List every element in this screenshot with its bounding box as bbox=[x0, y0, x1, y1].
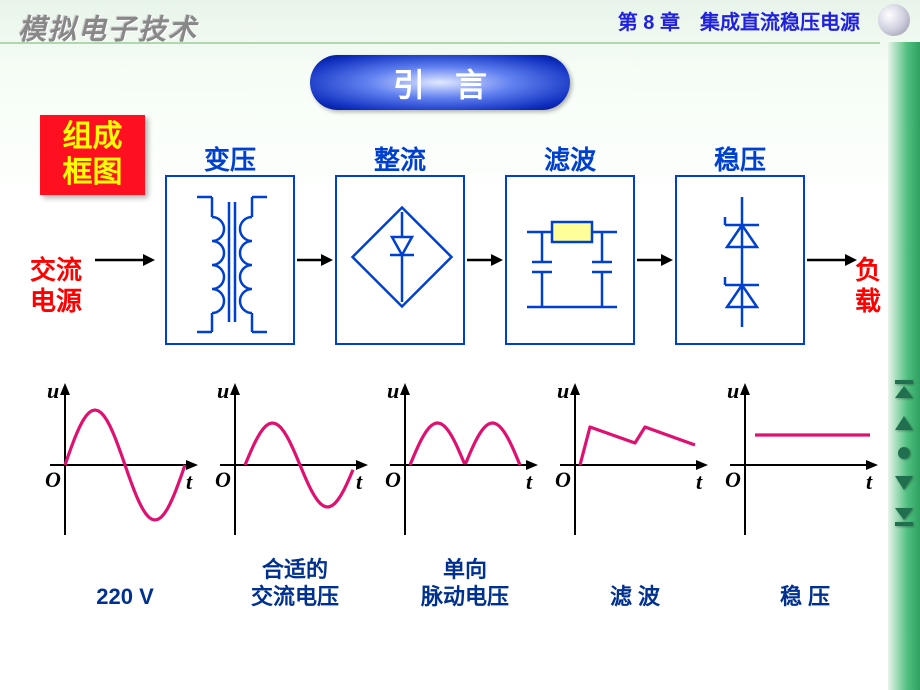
header-divider bbox=[0, 42, 880, 44]
stage-label-2: 滤波 bbox=[505, 140, 635, 177]
header: 模拟电子技术 第 8 章 集成直流稳压电源 bbox=[0, 0, 920, 50]
svg-text:u: u bbox=[217, 380, 229, 403]
svg-text:O: O bbox=[725, 467, 741, 492]
stage-box-regulator bbox=[675, 175, 805, 345]
waveform-plot: u O t bbox=[550, 380, 710, 550]
chapter-title: 第 8 章 集成直流稳压电源 bbox=[618, 6, 860, 35]
rectifier-icon bbox=[337, 177, 467, 347]
stage-label-0: 变压 bbox=[165, 140, 295, 177]
input-label: 交流电源 bbox=[30, 255, 82, 317]
corner-ornament bbox=[878, 4, 910, 36]
svg-text:t: t bbox=[526, 469, 533, 494]
waveform-plot: u O t bbox=[720, 380, 880, 550]
waveform-plot: u O t bbox=[210, 380, 370, 550]
svg-text:t: t bbox=[186, 469, 193, 494]
stage-row: 变压 整流 滤波 bbox=[95, 140, 865, 360]
waveform-sine_small: u O t 合适的交流电压 bbox=[210, 380, 380, 610]
waveform-plot: u O t bbox=[40, 380, 200, 550]
svg-text:u: u bbox=[727, 380, 739, 403]
filter-icon bbox=[507, 177, 637, 347]
stage-label-1: 整流 bbox=[335, 140, 465, 177]
waveform-filtered: u O t 滤 波 bbox=[550, 380, 720, 610]
waveform-caption-1: 合适的交流电压 bbox=[210, 557, 380, 610]
arrow-icon bbox=[637, 252, 673, 268]
waveform-row: u O t 220 V u O t 合适的交流电压 u O t 单向脉动电压 u bbox=[40, 380, 890, 610]
arrow-icon bbox=[95, 252, 155, 268]
waveform-caption-3: 滤 波 bbox=[550, 584, 720, 610]
waveform-flat: u O t 稳 压 bbox=[720, 380, 890, 610]
arrow-icon bbox=[467, 252, 503, 268]
regulator-icon bbox=[677, 177, 807, 347]
arrow-icon bbox=[807, 252, 857, 268]
waveform-rectified: u O t 单向脉动电压 bbox=[380, 380, 550, 610]
waveform-caption-4: 稳 压 bbox=[720, 584, 890, 610]
stage-box-filter bbox=[505, 175, 635, 345]
nav-buttons bbox=[891, 380, 917, 526]
nav-prev-icon[interactable] bbox=[891, 414, 917, 432]
section-pill: 引言 bbox=[310, 55, 570, 110]
svg-text:u: u bbox=[557, 380, 569, 403]
nav-first-icon[interactable] bbox=[891, 380, 917, 400]
waveform-caption-0: 220 V bbox=[40, 584, 210, 610]
svg-text:t: t bbox=[696, 469, 703, 494]
svg-text:u: u bbox=[47, 380, 59, 403]
nav-last-icon[interactable] bbox=[891, 506, 917, 526]
transformer-icon bbox=[167, 177, 297, 347]
waveform-plot: u O t bbox=[380, 380, 540, 550]
nav-next-icon[interactable] bbox=[891, 474, 917, 492]
svg-text:O: O bbox=[215, 467, 231, 492]
svg-text:O: O bbox=[555, 467, 571, 492]
svg-text:O: O bbox=[385, 467, 401, 492]
stage-box-rectifier bbox=[335, 175, 465, 345]
nav-dot-icon[interactable] bbox=[897, 446, 911, 460]
arrow-icon bbox=[297, 252, 333, 268]
svg-text:O: O bbox=[45, 467, 61, 492]
side-gradient bbox=[888, 42, 920, 690]
waveform-caption-2: 单向脉动电压 bbox=[380, 557, 550, 610]
stage-label-3: 稳压 bbox=[675, 140, 805, 177]
svg-text:t: t bbox=[866, 469, 873, 494]
svg-text:u: u bbox=[387, 380, 399, 403]
svg-text:t: t bbox=[356, 469, 363, 494]
stage-box-transformer bbox=[165, 175, 295, 345]
waveform-sine_full: u O t 220 V bbox=[40, 380, 210, 610]
